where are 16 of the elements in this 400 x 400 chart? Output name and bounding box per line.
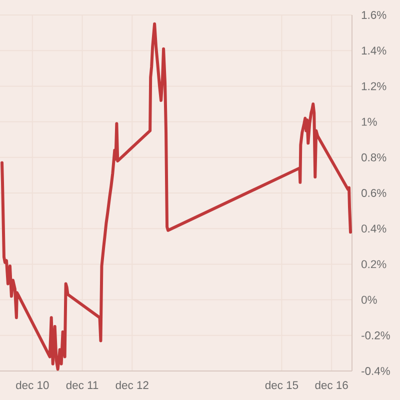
x-tick-label: dec 15 bbox=[265, 380, 298, 390]
y-tick-label: 0.8% bbox=[362, 153, 386, 162]
y-tick-label: 1% bbox=[362, 118, 377, 126]
y-tick-label: 1.2% bbox=[362, 82, 386, 90]
y-tick-label: 0.4% bbox=[362, 224, 386, 233]
y-tick-label: -0.2% bbox=[362, 331, 390, 340]
y-tick-label: 0% bbox=[362, 296, 377, 304]
x-tick-label: dec 12 bbox=[116, 380, 148, 390]
y-tick-label: -0.4% bbox=[362, 367, 390, 375]
x-tick-label: dec 16 bbox=[315, 380, 348, 390]
y-tick-label: 1.4% bbox=[362, 46, 386, 55]
x-tick-label: dec 11 bbox=[66, 380, 98, 390]
y-tick-label: 0.6% bbox=[362, 189, 386, 197]
y-tick-label: 1.6% bbox=[362, 11, 386, 19]
x-tick-label: dec 10 bbox=[16, 380, 49, 390]
y-tick-label: 0.2% bbox=[362, 260, 386, 268]
